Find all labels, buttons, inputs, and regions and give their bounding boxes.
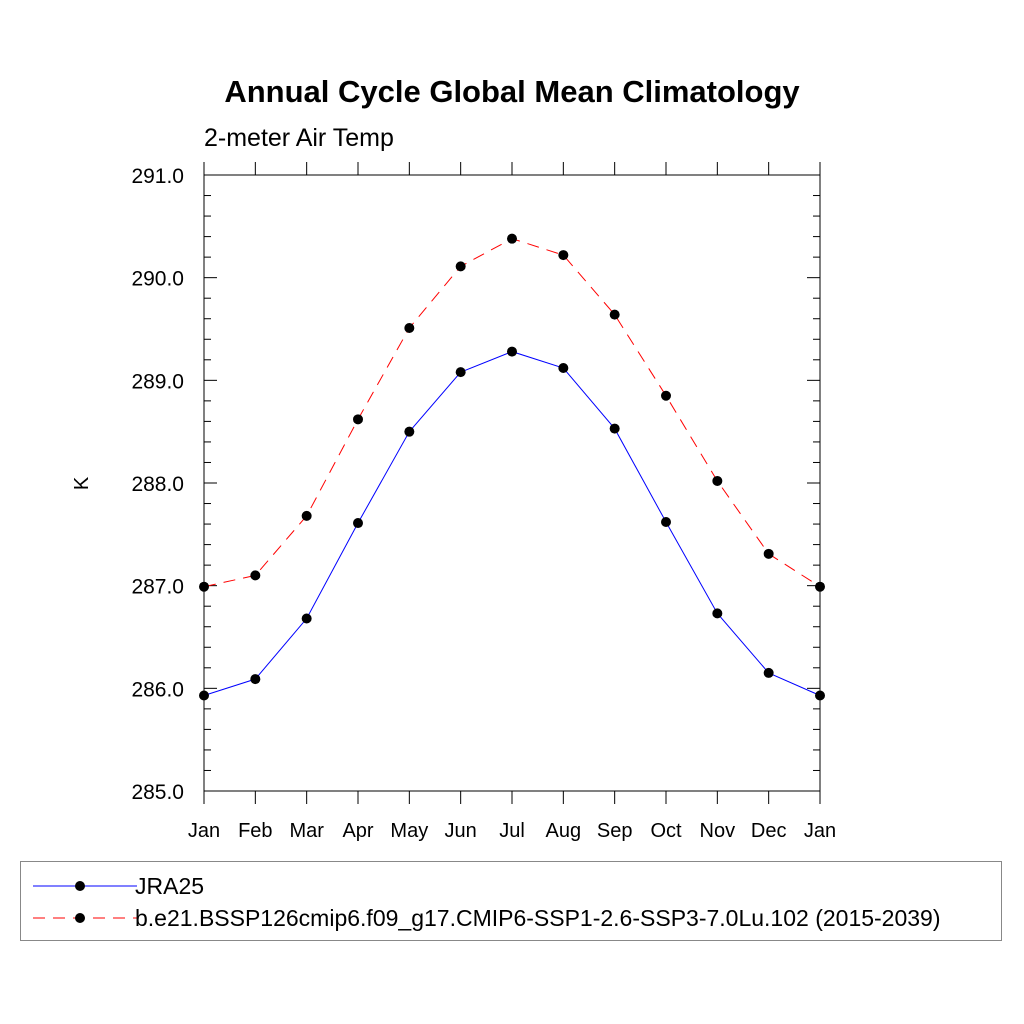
series-0-point	[507, 346, 517, 357]
series-1-point	[301, 510, 312, 521]
series-0-point	[712, 608, 723, 619]
y-axis-label: K	[71, 476, 94, 491]
series-1-point	[250, 570, 261, 581]
series-1-point	[455, 261, 466, 272]
series-1-point	[815, 581, 825, 592]
x-tick-label: May	[390, 820, 428, 842]
series-0-point	[404, 426, 415, 437]
x-tick-label: Mar	[289, 820, 324, 842]
x-tick-label: Dec	[751, 820, 787, 842]
x-tick-label: Oct	[650, 820, 682, 842]
series-1-point	[609, 309, 620, 320]
series-line-0	[203, 351, 821, 696]
chart-subtitle: 2-meter Air Temp	[204, 124, 394, 152]
y-tick-label: 288.0	[131, 473, 184, 496]
plot-frame	[203, 174, 821, 792]
y-tick-label: 287.0	[131, 576, 184, 599]
series-1-point	[404, 322, 415, 333]
legend-sample-model	[33, 913, 137, 923]
x-tick-label: Jun	[445, 820, 477, 842]
series-1-point	[199, 581, 209, 592]
y-tick-label: 291.0	[131, 165, 184, 188]
x-tick-label: Jan	[804, 820, 836, 842]
series-0-point	[301, 613, 312, 624]
x-tick-label: Jan	[188, 820, 220, 842]
y-tick-label: 289.0	[131, 370, 184, 393]
series-1-point	[661, 390, 671, 401]
series-1-point	[763, 548, 774, 559]
y-tick-label: 286.0	[131, 678, 184, 701]
series-1-point	[353, 414, 363, 425]
series-0-point	[455, 367, 466, 378]
series-1-point	[558, 250, 569, 261]
series-0-point	[661, 517, 671, 528]
series-0-point	[815, 690, 825, 701]
y-tick-label: 285.0	[131, 781, 184, 804]
y-tick-label: 290.0	[131, 268, 184, 291]
series-1-point	[507, 233, 517, 244]
chart-title: Annual Cycle Global Mean Climatology	[224, 74, 800, 109]
legend-item-jra25: JRA25	[21, 872, 1001, 900]
legend: JRA25 b.e21.BSSP126cmip6.f09_g17.CMIP6-S…	[20, 861, 1002, 941]
x-tick-label: Sep	[597, 820, 633, 842]
series-0-point	[250, 674, 261, 685]
series-0-point	[558, 363, 569, 374]
legend-label-model: b.e21.BSSP126cmip6.f09_g17.CMIP6-SSP1-2.…	[135, 905, 941, 931]
legend-sample-jra25	[33, 881, 137, 891]
x-tick-label: Nov	[700, 820, 736, 842]
series-0-point	[353, 518, 363, 529]
series-line-1	[203, 238, 821, 588]
series-0-point	[199, 690, 209, 701]
x-tick-label: Jul	[499, 820, 525, 842]
series-0-point	[763, 667, 774, 678]
series-0-point	[609, 423, 620, 434]
series-1-point	[712, 475, 723, 486]
x-tick-label: Apr	[342, 820, 373, 842]
x-tick-label: Feb	[238, 820, 272, 842]
x-tick-label: Aug	[546, 820, 582, 842]
legend-item-model: b.e21.BSSP126cmip6.f09_g17.CMIP6-SSP1-2.…	[21, 904, 1001, 932]
legend-label-jra25: JRA25	[135, 873, 205, 899]
